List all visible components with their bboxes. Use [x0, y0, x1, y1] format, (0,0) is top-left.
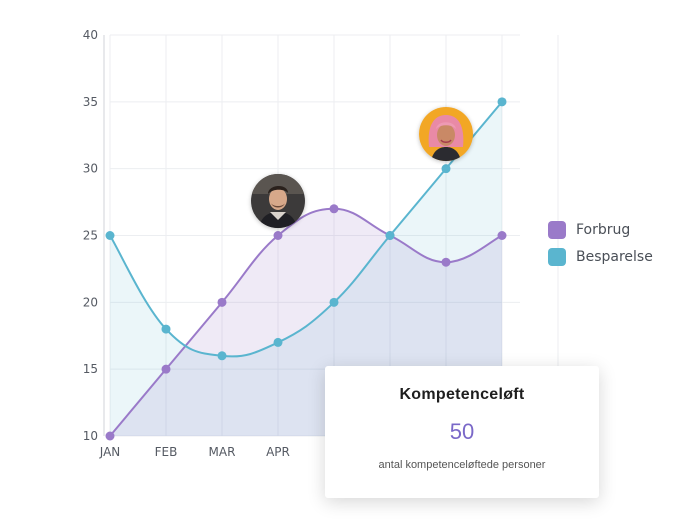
- point-forbrug: [105, 431, 115, 441]
- point-besparelse: [329, 297, 339, 307]
- point-besparelse: [273, 337, 283, 347]
- kpi-subtitle: antal kompetenceløftede personer: [378, 459, 546, 471]
- legend-item-besparelse[interactable]: Besparelse: [548, 247, 653, 267]
- point-besparelse: [497, 97, 507, 107]
- y-tick-label: 15: [83, 362, 98, 376]
- series-points: [105, 97, 507, 441]
- point-forbrug: [161, 364, 171, 374]
- x-tick-label: JAN: [99, 445, 121, 459]
- y-tick-label: 40: [83, 28, 98, 42]
- x-tick-label: FEB: [155, 445, 178, 459]
- legend-label-besparelse: Besparelse: [576, 249, 653, 265]
- x-tick-label: MAR: [209, 445, 236, 459]
- x-axis-ticks: JANFEBMARAPRM: [99, 445, 339, 459]
- man-portrait-icon: [251, 173, 305, 228]
- kpi-value: 50: [449, 419, 475, 444]
- y-tick-label: 30: [83, 162, 98, 176]
- point-forbrug: [329, 204, 339, 214]
- x-tick-label: APR: [266, 445, 290, 459]
- avatar-man: [251, 173, 305, 228]
- y-tick-label: 20: [83, 295, 98, 309]
- point-forbrug: [273, 231, 283, 240]
- point-besparelse: [217, 351, 227, 361]
- kpi-title: Kompetenceløft: [399, 386, 525, 403]
- legend-label-forbrug: Forbrug: [576, 222, 631, 238]
- legend-swatch-besparelse: [548, 248, 566, 266]
- point-besparelse: [441, 164, 451, 174]
- legend: Forbrug Besparelse: [548, 220, 653, 274]
- point-besparelse: [385, 231, 395, 240]
- kpi-card: Kompetenceløft 50 antal kompetenceløfted…: [325, 366, 599, 498]
- y-tick-label: 25: [83, 229, 98, 243]
- point-besparelse: [161, 324, 171, 334]
- legend-item-forbrug[interactable]: Forbrug: [548, 220, 653, 240]
- y-tick-label: 35: [83, 95, 98, 109]
- point-forbrug: [217, 297, 227, 307]
- legend-swatch-forbrug: [548, 221, 566, 239]
- y-tick-label: 10: [83, 429, 98, 443]
- point-forbrug: [441, 257, 451, 267]
- area-besparelse: [110, 101, 502, 436]
- woman-portrait-icon: [419, 106, 473, 161]
- point-forbrug: [497, 231, 507, 240]
- avatar-woman: [419, 106, 473, 161]
- point-besparelse: [105, 231, 115, 240]
- y-axis-ticks: 10 15 20 25 30 35 40: [83, 28, 98, 443]
